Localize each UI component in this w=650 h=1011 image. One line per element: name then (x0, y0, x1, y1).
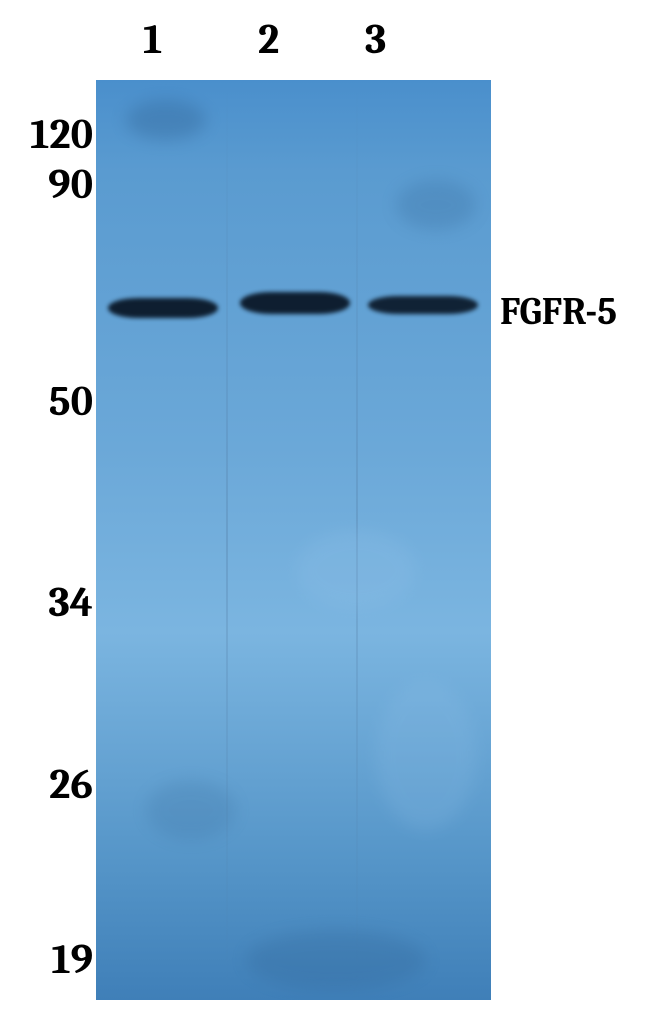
membrane-smudge (376, 680, 476, 830)
lane-label-2: 2 (258, 15, 279, 64)
lane-label-1: 1 (143, 15, 162, 64)
mw-marker-120: 120 (5, 110, 93, 159)
blot-membrane (96, 80, 491, 1000)
protein-name-label: FGFR-5 (500, 290, 617, 334)
membrane-smudge (246, 930, 426, 990)
mw-marker-50: 50 (5, 377, 93, 426)
mw-marker-34: 34 (5, 578, 93, 627)
lane-separator (226, 80, 228, 1000)
mw-marker-90: 90 (5, 160, 93, 209)
protein-band-lane1 (108, 298, 218, 318)
membrane-smudge (396, 180, 476, 230)
mw-marker-26: 26 (5, 760, 93, 809)
membrane-smudge (126, 100, 206, 140)
lane-label-3: 3 (365, 15, 386, 64)
blot-background (96, 80, 491, 1000)
protein-band-lane3 (368, 296, 478, 314)
membrane-smudge (296, 530, 416, 610)
mw-marker-19: 19 (5, 935, 93, 984)
western-blot-figure: 1 2 3 120 90 50 34 26 19 FGFR-5 (0, 0, 650, 1011)
protein-band-lane2 (240, 292, 350, 314)
membrane-smudge (146, 780, 236, 840)
